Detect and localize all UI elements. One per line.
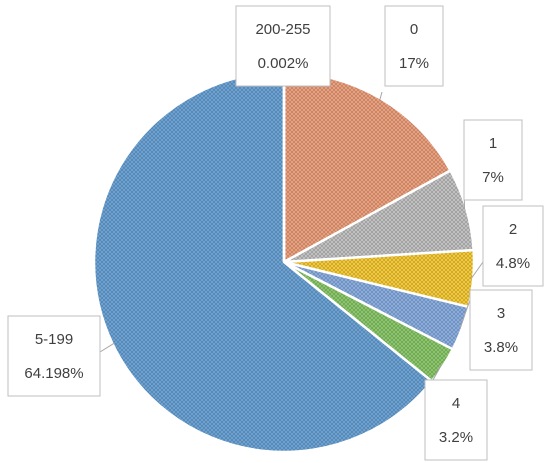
leader-line-3: [459, 299, 471, 329]
label-box: [482, 205, 544, 287]
label-box: [7, 315, 101, 397]
pie-slices: [92, 70, 476, 454]
label-box: [463, 119, 523, 201]
data-label-200-255: 200-255 0.002%: [235, 5, 331, 87]
leader-line-4: [432, 364, 442, 381]
label-box: [235, 5, 331, 87]
label-percent: 7%: [482, 169, 504, 186]
data-label-5-199: 5-199 64.198%: [7, 315, 101, 397]
label-percent: 17%: [399, 55, 429, 72]
data-label-0: 0 17%: [384, 5, 444, 87]
label-category: 5-199: [35, 331, 73, 348]
data-label-1: 1 7%: [463, 119, 523, 201]
data-label-3: 3 3.8%: [469, 289, 533, 371]
leader-line-0: [379, 91, 383, 101]
label-category: 1: [489, 135, 497, 152]
label-percent: 0.002%: [258, 55, 309, 72]
label-percent: 4.8%: [496, 255, 530, 272]
label-category: 2: [509, 221, 517, 238]
leader-line-5-199: [99, 342, 115, 353]
data-label-2: 2 4.8%: [482, 205, 544, 287]
label-category: 0: [410, 21, 418, 38]
label-percent: 3.2%: [439, 429, 473, 446]
label-percent: 64.198%: [24, 365, 83, 382]
label-category: 200-255: [255, 21, 310, 38]
label-box: [469, 289, 533, 371]
data-labels: 017%17%24.8%33.8%43.2%5-19964.198%200-25…: [7, 5, 544, 461]
label-category: 3: [497, 305, 505, 322]
data-label-4: 4 3.2%: [424, 379, 488, 461]
label-box: [424, 379, 488, 461]
label-category: 4: [452, 395, 460, 412]
label-box: [384, 5, 444, 87]
leader-line-2: [470, 261, 484, 279]
label-percent: 3.8%: [484, 339, 518, 356]
